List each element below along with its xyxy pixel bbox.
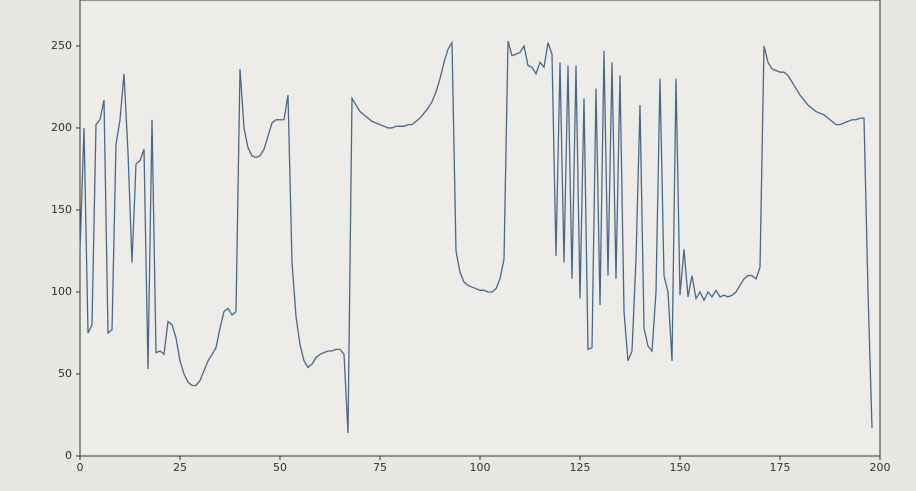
y-tick-label: 200 <box>51 121 72 134</box>
y-tick-label: 250 <box>51 39 72 52</box>
x-tick-label: 150 <box>670 461 691 474</box>
x-tick-label: 100 <box>470 461 491 474</box>
x-tick-label: 0 <box>77 461 84 474</box>
x-tick-label: 50 <box>273 461 287 474</box>
x-tick-label: 125 <box>570 461 591 474</box>
x-tick-label: 200 <box>870 461 891 474</box>
x-tick-label: 25 <box>173 461 187 474</box>
y-tick-label: 150 <box>51 203 72 216</box>
x-tick-label: 75 <box>373 461 387 474</box>
plot-frame <box>79 0 881 457</box>
data-line <box>79 40 873 434</box>
y-tick-label: 50 <box>58 367 72 380</box>
y-tick-label: 100 <box>51 285 72 298</box>
y-tick-label: 0 <box>65 449 72 462</box>
x-tick-label: 175 <box>770 461 791 474</box>
